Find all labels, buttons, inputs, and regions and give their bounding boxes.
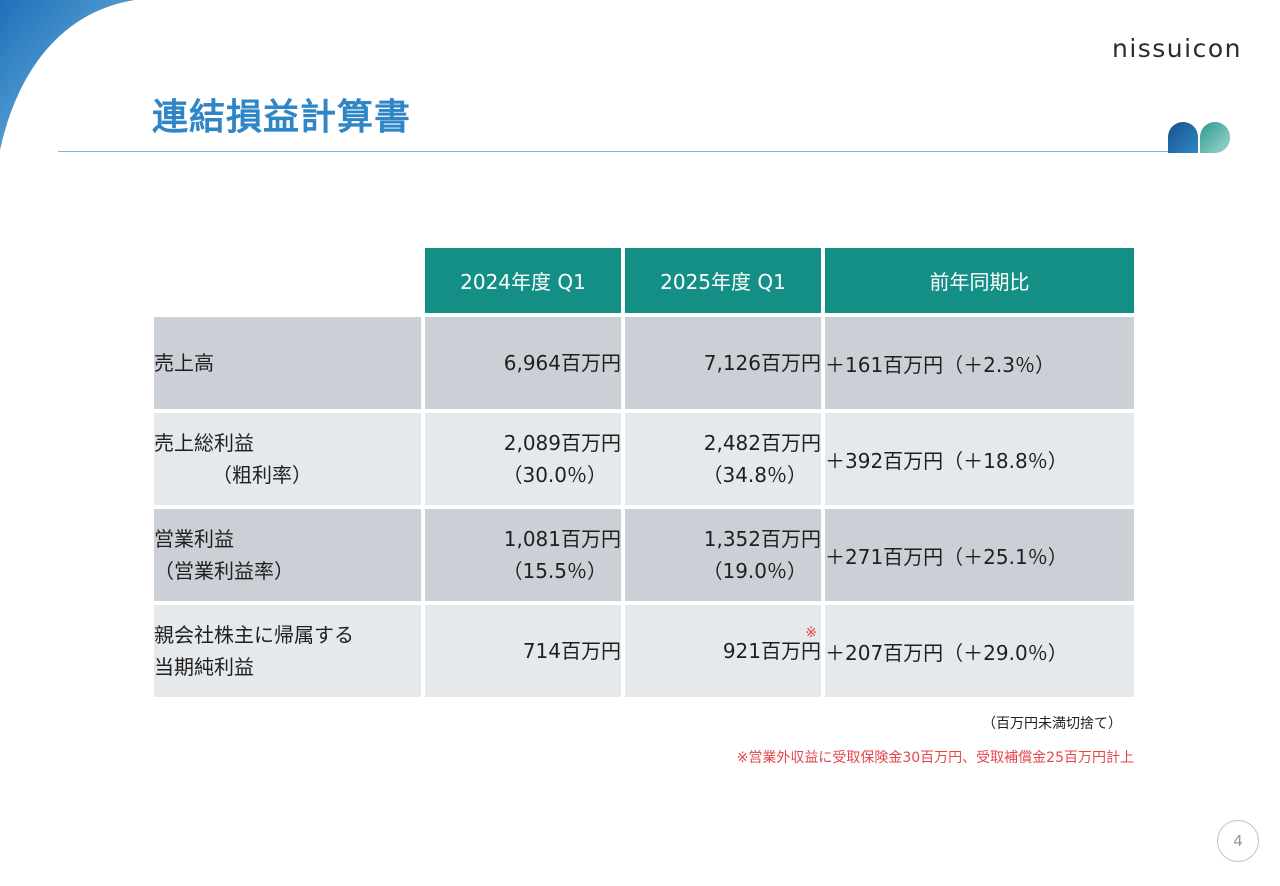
value-fy2025-main: 921百万円 bbox=[722, 639, 821, 663]
header-blank-cell bbox=[154, 248, 421, 313]
value-fy2024: 1,081百万円 （15.5％） bbox=[425, 509, 621, 601]
value-yoy: ＋161百万円（＋2.3％） bbox=[825, 317, 1134, 409]
table-row: 売上総利益 （粗利率） 2,089百万円 （30.0％） 2,482百万円 （3… bbox=[154, 413, 1134, 505]
row-label-sub: （粗利率） bbox=[212, 463, 312, 487]
value-yoy: ＋271百万円（＋25.1％） bbox=[825, 509, 1134, 601]
header-fy2024: 2024年度 Q1 bbox=[425, 248, 621, 313]
brand-mark-icon bbox=[1168, 122, 1231, 154]
row-label-main: 親会社株主に帰属する bbox=[154, 623, 354, 647]
page-number: 4 bbox=[1217, 820, 1259, 862]
row-label-sub: （営業利益率） bbox=[154, 559, 294, 583]
value-fy2024-main: 714百万円 bbox=[522, 639, 621, 663]
rounding-note: （百万円未満切捨て） bbox=[982, 716, 1122, 732]
value-fy2025: 7,126百万円 bbox=[625, 317, 821, 409]
value-fy2024: 2,089百万円 （30.0％） bbox=[425, 413, 621, 505]
value-yoy: ＋392百万円（＋18.8％） bbox=[825, 413, 1134, 505]
table-row: 営業利益 （営業利益率） 1,081百万円 （15.5％） 1,352百万円 （… bbox=[154, 509, 1134, 601]
header-yoy: 前年同期比 bbox=[825, 248, 1134, 313]
row-label-main: 売上総利益 bbox=[154, 431, 254, 455]
page-title: 連結損益計算書 bbox=[152, 96, 412, 138]
row-label: 売上総利益 （粗利率） bbox=[154, 413, 421, 505]
table-header-row: 2024年度 Q1 2025年度 Q1 前年同期比 bbox=[154, 248, 1134, 313]
value-fy2024-main: 6,964百万円 bbox=[503, 351, 621, 375]
value-fy2025-main: 1,352百万円 bbox=[703, 527, 821, 551]
value-fy2024: 6,964百万円 bbox=[425, 317, 621, 409]
value-fy2024-ratio: （30.0％） bbox=[502, 463, 607, 487]
value-fy2024-ratio: （15.5％） bbox=[502, 559, 607, 583]
row-label: 売上高 bbox=[154, 317, 421, 409]
income-statement-table: 2024年度 Q1 2025年度 Q1 前年同期比 売上高 6,964百万円 7… bbox=[150, 244, 1138, 701]
footnote-text: ※営業外収益に受取保険金30百万円、受取補償金25百万円計上 bbox=[736, 750, 1134, 766]
value-fy2024: 714百万円 bbox=[425, 605, 621, 697]
value-fy2024-main: 2,089百万円 bbox=[503, 431, 621, 455]
row-label: 営業利益 （営業利益率） bbox=[154, 509, 421, 601]
value-fy2025-ratio: （19.0％） bbox=[702, 559, 807, 583]
table-row: 売上高 6,964百万円 7,126百万円 ＋161百万円（＋2.3％） bbox=[154, 317, 1134, 409]
row-label: 親会社株主に帰属する 当期純利益 bbox=[154, 605, 421, 697]
row-label-main: 営業利益 bbox=[154, 527, 234, 551]
row-label-main: 売上高 bbox=[154, 351, 214, 375]
value-fy2024-main: 1,081百万円 bbox=[503, 527, 621, 551]
company-logo: nissuicon bbox=[1111, 34, 1242, 63]
value-fy2025-main: 2,482百万円 bbox=[703, 431, 821, 455]
value-fy2025: ※ 921百万円 bbox=[625, 605, 821, 697]
footnote-mark: ※ bbox=[805, 625, 817, 641]
table-row: 親会社株主に帰属する 当期純利益 714百万円 ※ 921百万円 ＋207百万円… bbox=[154, 605, 1134, 697]
value-fy2025: 1,352百万円 （19.0％） bbox=[625, 509, 821, 601]
value-yoy: ＋207百万円（＋29.0％） bbox=[825, 605, 1134, 697]
title-divider bbox=[58, 151, 1170, 152]
value-fy2025-ratio: （34.8％） bbox=[702, 463, 807, 487]
value-fy2025-main: 7,126百万円 bbox=[703, 351, 821, 375]
row-label-sub: 当期純利益 bbox=[154, 655, 254, 679]
header-fy2025: 2025年度 Q1 bbox=[625, 248, 821, 313]
value-fy2025: 2,482百万円 （34.8％） bbox=[625, 413, 821, 505]
corner-decoration bbox=[0, 0, 135, 150]
